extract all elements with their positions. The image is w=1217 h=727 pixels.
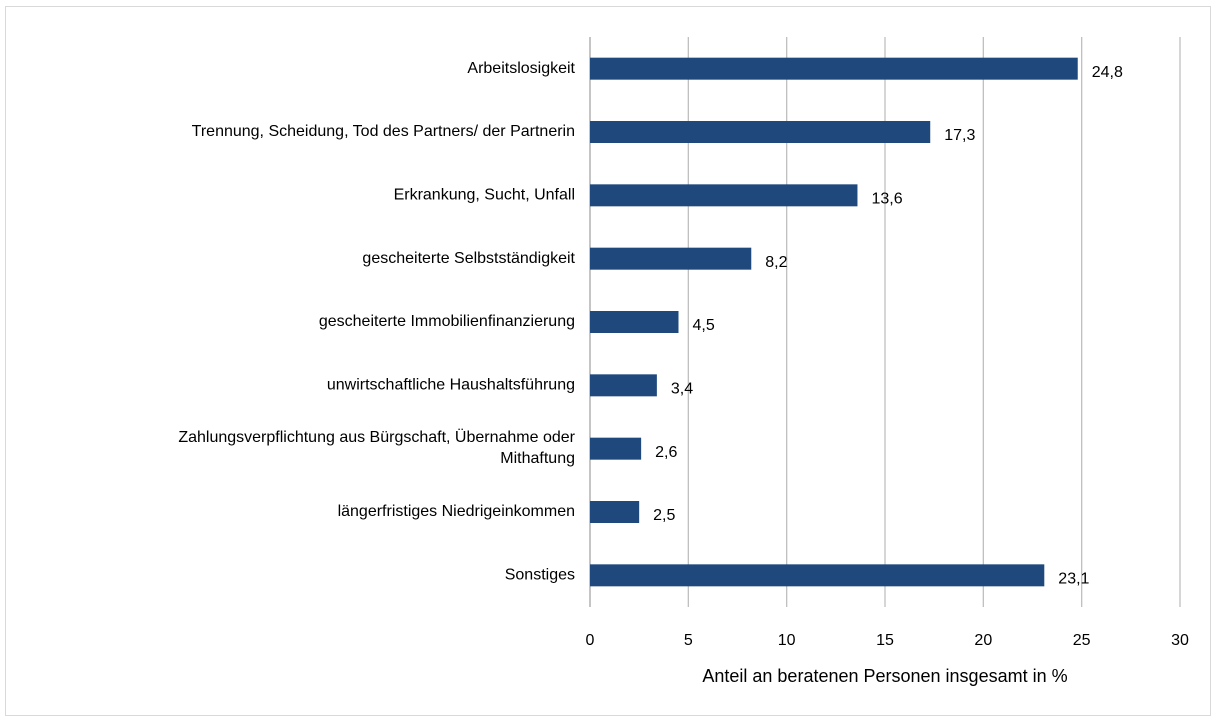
- value-label: 4,5: [693, 317, 715, 334]
- value-label: 13,6: [871, 191, 902, 208]
- chart-border: [5, 6, 1211, 716]
- bar: [590, 121, 931, 143]
- y-tick-label: unwirtschaftliche Haushaltsführung: [327, 377, 575, 394]
- value-label: 2,5: [653, 507, 675, 524]
- bar: [590, 311, 679, 333]
- x-axis-title: Anteil an beratenen Personen insgesamt i…: [702, 666, 1067, 686]
- y-tick-label: gescheiterte Immobilienfinanzierung: [319, 313, 575, 330]
- y-tick-label: Erkrankung, Sucht, Unfall: [394, 187, 575, 204]
- value-label: 3,4: [671, 381, 693, 398]
- x-tick-label: 30: [1171, 632, 1189, 649]
- bar: [590, 374, 657, 397]
- y-tick-label: Sonstiges: [505, 567, 575, 584]
- y-tick-label: Trennung, Scheidung, Tod des Partners/ d…: [192, 123, 575, 140]
- bar: [590, 437, 642, 460]
- x-tick-label: 0: [586, 632, 595, 649]
- value-label: 23,1: [1058, 571, 1089, 588]
- bar: [590, 247, 752, 270]
- y-tick-label: Zahlungsverpflichtung aus Bürgschaft, Üb…: [178, 428, 575, 467]
- y-tick-label: gescheiterte Selbstständigkeit: [362, 250, 575, 267]
- value-label: 24,8: [1092, 64, 1123, 81]
- x-tick-label: 5: [684, 632, 693, 649]
- y-tick-label: längerfristiges Niedrigeinkommen: [338, 503, 575, 520]
- value-label: 8,2: [765, 254, 787, 271]
- x-tick-label: 10: [778, 632, 796, 649]
- x-tick-label: 25: [1073, 632, 1091, 649]
- y-tick-label: Arbeitslosigkeit: [467, 60, 575, 77]
- bar: [590, 57, 1078, 80]
- bar: [590, 184, 858, 207]
- value-label: 2,6: [655, 444, 677, 461]
- bar: [590, 501, 640, 523]
- x-tick-label: 20: [974, 632, 992, 649]
- value-label: 17,3: [944, 127, 975, 144]
- bar: [590, 564, 1045, 587]
- x-tick-label: 15: [876, 632, 894, 649]
